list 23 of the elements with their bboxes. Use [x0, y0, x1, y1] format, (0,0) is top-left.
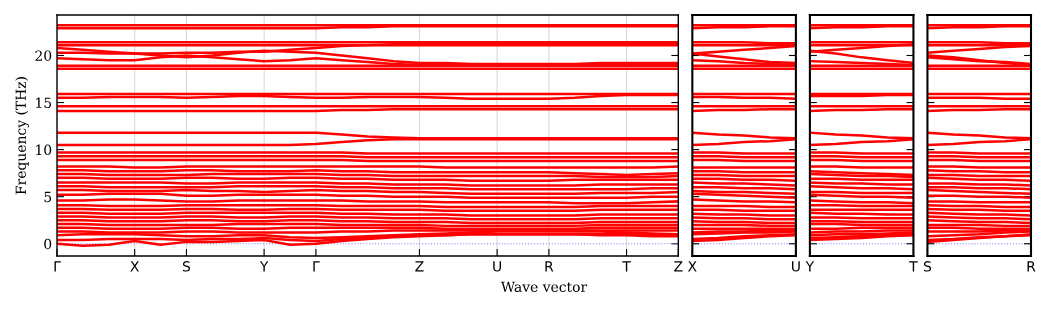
x-tick-label: Z [674, 261, 683, 272]
x-tick-label: X [130, 261, 139, 272]
y-tick-label: 5 [44, 191, 52, 203]
x-tick-label: R [1027, 261, 1036, 272]
x-tick-label: T [622, 261, 631, 272]
x-tick-label: Y [259, 261, 269, 272]
x-tick-label: Γ [313, 261, 320, 272]
x-tick-label: S [182, 261, 191, 272]
x-axis-title: Wave vector [500, 281, 588, 293]
y-tick-label: 15 [36, 97, 52, 109]
y-axis-title: Frequency (THz) [15, 77, 29, 195]
x-tick-label: Z [415, 261, 424, 272]
y-tick-label: 0 [44, 238, 52, 250]
y-tick-label: 10 [36, 144, 52, 156]
x-tick-label: S [923, 261, 932, 272]
x-tick-label: T [909, 261, 918, 272]
y-tick-label: 20 [35, 50, 52, 61]
x-tick-label: U [493, 261, 501, 272]
x-tick-label: X [687, 261, 697, 272]
x-tick-label: Γ [54, 261, 61, 272]
x-tick-label: U [792, 261, 800, 272]
x-tick-label: Y [805, 261, 815, 272]
x-tick-label: R [545, 261, 554, 272]
